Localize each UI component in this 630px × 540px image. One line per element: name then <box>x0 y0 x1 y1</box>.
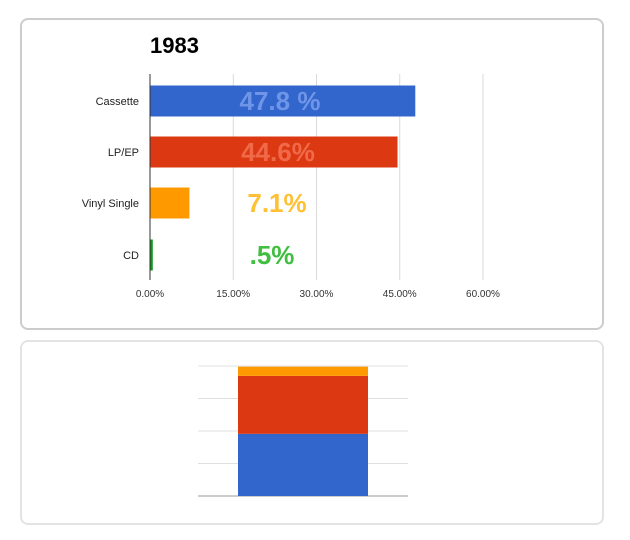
category-label: LP/EP <box>108 147 139 159</box>
x-tick-label: 30.00% <box>300 289 334 300</box>
horizontal-bar-chart-panel <box>20 18 604 330</box>
chart-title: 1983 <box>150 33 199 58</box>
data-label: 44.6% <box>241 137 315 167</box>
stack-segment <box>238 375 368 434</box>
stack-segment <box>238 433 368 496</box>
bar-cd <box>150 239 153 271</box>
top-chart-bars <box>150 85 416 271</box>
x-tick-label: 0.00% <box>136 289 164 300</box>
category-label: CD <box>123 250 139 262</box>
x-tick-label: 45.00% <box>383 289 417 300</box>
data-label: 7.1% <box>247 188 306 218</box>
top-chart-labels: Cassette 47.8 % LP/EP 44.6% Vinyl Single 7.1%… <box>82 86 321 270</box>
x-tick-label: 60.00% <box>466 289 500 300</box>
stack-segment <box>238 366 368 376</box>
bar-cassette <box>150 85 416 117</box>
data-label: .5% <box>250 240 295 270</box>
category-label: Cassette <box>96 96 139 108</box>
category-label: Vinyl Single <box>82 198 139 210</box>
bottom-chart-bars <box>238 366 368 496</box>
bar-vinyl-single <box>150 187 190 219</box>
top-chart-axis: 0.00% 15.00% 30.00% 45.00% 60.00% <box>136 74 500 300</box>
bar-lp-ep <box>150 136 398 168</box>
data-label: 47.8 % <box>240 86 321 116</box>
x-tick-label: 15.00% <box>216 289 250 300</box>
